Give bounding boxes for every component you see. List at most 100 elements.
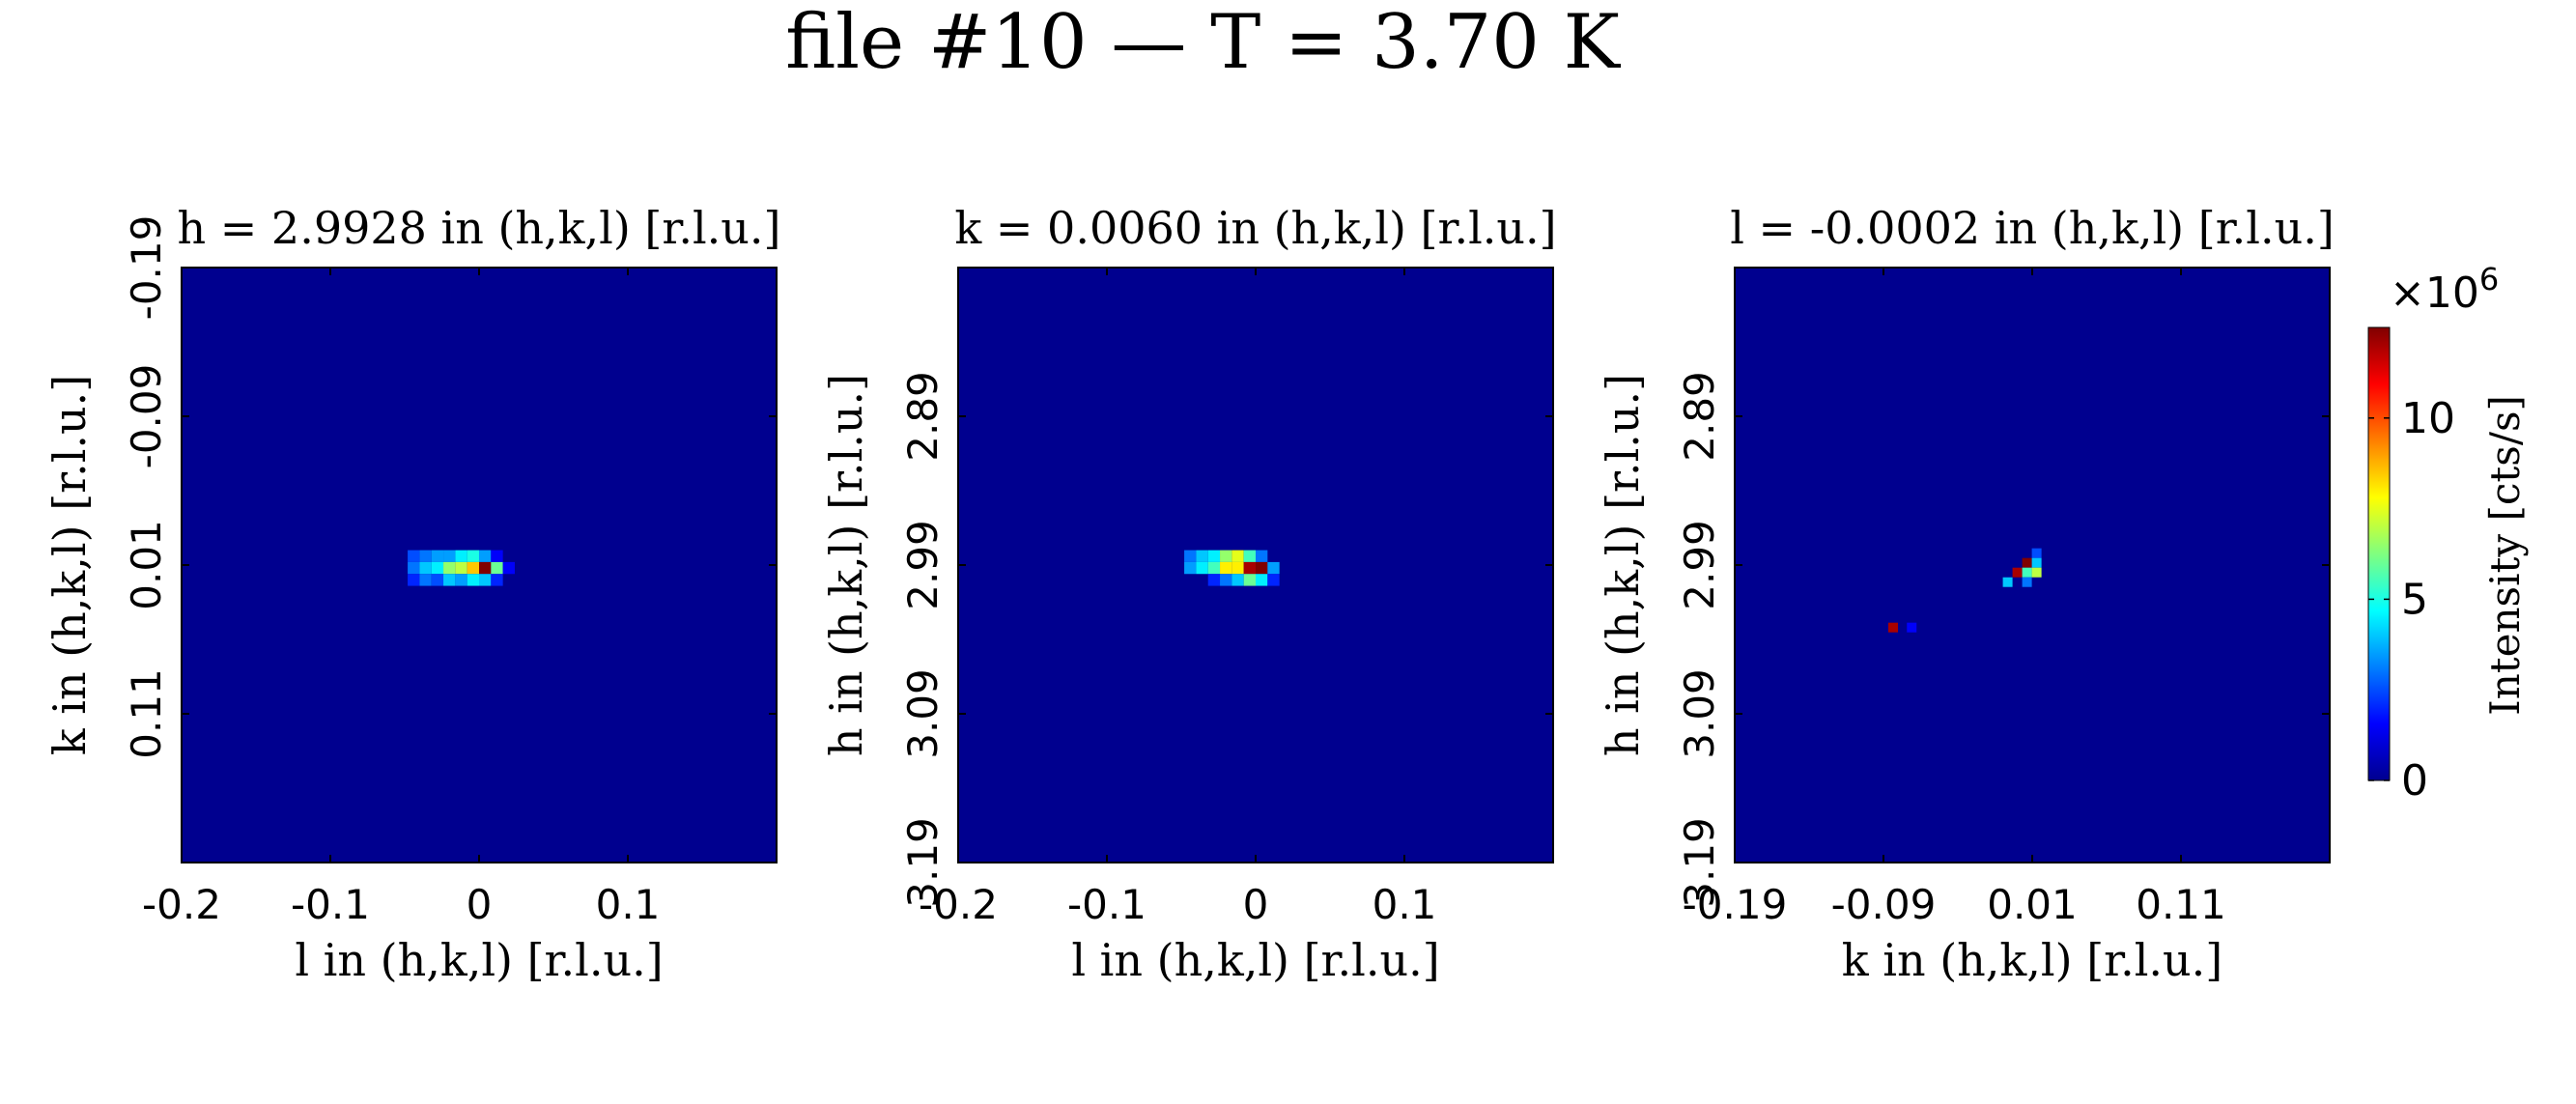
colorbar-tick-label: 5 [2401, 575, 2428, 624]
heatmap-cell [443, 561, 456, 575]
panel-2: k = 0.0060 in (h,k,l) [r.l.u.] -0.2 -0.1 0… [820, 202, 1557, 986]
heatmap-cell [491, 574, 503, 586]
panel-3: l = -0.0002 in (h,k,l) [r.l.u.] -0.19 -0.… [1597, 202, 2335, 986]
x-tick-label: -0.1 [291, 881, 370, 928]
heatmap-cell [443, 574, 456, 586]
colorbar-multiplier-exp: 6 [2479, 261, 2499, 297]
heatmap-cell [1267, 561, 1280, 575]
y-tick-label: 3.09 [1676, 668, 1723, 759]
heatmap-cell [2022, 567, 2032, 578]
panel-1-y-ticks: -0.19 -0.09 0.01 0.11 [123, 215, 777, 759]
heatmap-cell [467, 561, 479, 575]
panel-3-title: l = -0.0002 in (h,k,l) [r.l.u.] [1730, 202, 2335, 254]
colorbar-gradient [2367, 326, 2391, 781]
heatmap-cell [1184, 550, 1197, 562]
heatmap-cell [1256, 561, 1268, 575]
colorbar: 0 5 10 ×106 Intensity [cts/s] [2367, 261, 2529, 806]
panel-3-cells [1888, 548, 2042, 633]
y-tick-label: 2.99 [1676, 520, 1723, 610]
heatmap-cell [502, 561, 515, 575]
heatmap-cell [467, 550, 479, 562]
heatmap-cell [1231, 574, 1244, 586]
panel-1-title: h = 2.9928 in (h,k,l) [r.l.u.] [178, 202, 781, 254]
panel-3-ylabel: h in (h,k,l) [r.l.u.] [1597, 374, 1649, 756]
colorbar-multiplier-base: ×10 [2390, 269, 2479, 318]
heatmap-cell [455, 561, 467, 575]
heatmap-cell [2022, 557, 2032, 568]
heatmap-cell [443, 550, 456, 562]
heatmap-cell [419, 574, 432, 586]
x-tick-label: -0.1 [1067, 881, 1146, 928]
x-tick-label: 0.1 [596, 881, 661, 928]
heatmap-cell [408, 574, 420, 586]
panel-1-ylabel: k in (h,k,l) [r.l.u.] [43, 375, 96, 755]
heatmap-cell [1207, 574, 1221, 586]
heatmap-cell [2031, 557, 2042, 568]
heatmap-cell [1243, 550, 1256, 562]
heatmap-cell [1220, 574, 1232, 586]
heatmap-cell [1256, 574, 1268, 586]
panel-3-x-ticks: -0.19 -0.09 0.01 0.11 [1683, 268, 2226, 928]
heatmap-cell [455, 574, 467, 586]
heatmap-cell [431, 550, 444, 562]
x-tick-label: 0.1 [1373, 881, 1437, 928]
y-tick-label: 2.89 [1676, 371, 1723, 462]
heatmap-cell [491, 561, 503, 575]
y-tick-label: 3.09 [899, 668, 947, 759]
panel-2-ylabel: h in (h,k,l) [r.l.u.] [820, 374, 872, 756]
heatmap-cell [1888, 622, 1899, 633]
y-tick-label: 0.11 [123, 668, 170, 759]
y-tick-label: -0.09 [123, 364, 170, 469]
x-tick-label: -0.19 [1683, 881, 1788, 928]
colorbar-tick-label: 10 [2401, 394, 2455, 443]
panel-3-y-ticks: 2.89 2.99 3.09 3.19 [1676, 371, 2330, 908]
panel-2-title: k = 0.0060 in (h,k,l) [r.l.u.] [954, 202, 1556, 254]
heatmap-cell [1267, 574, 1280, 586]
heatmap-cell [2012, 567, 2023, 578]
heatmap-cell [431, 574, 444, 586]
heatmap-cell [1207, 550, 1221, 562]
x-tick-label: 0 [1243, 881, 1269, 928]
heatmap-cell [1231, 561, 1244, 575]
heatmap-cell [408, 561, 420, 575]
y-tick-label: -0.19 [123, 215, 170, 321]
heatmap-cell [1243, 561, 1256, 575]
y-tick-label: 0.01 [123, 520, 170, 610]
heatmap-cell [1243, 574, 1256, 586]
colorbar-multiplier: ×106 [2390, 261, 2499, 318]
colorbar-ticks: 0 5 10 [2368, 394, 2455, 806]
panel-1-xlabel: l in (h,k,l) [r.l.u.] [295, 934, 663, 986]
y-tick-label: 2.99 [899, 520, 947, 610]
x-tick-label: -0.2 [919, 881, 998, 928]
heatmap-cell [2031, 548, 2042, 558]
heatmap-cell [1207, 561, 1221, 575]
heatmap-cell [1907, 622, 1917, 633]
panel-2-y-ticks: 2.89 2.99 3.09 3.19 [899, 371, 1553, 908]
panel-1-cells [408, 550, 515, 586]
heatmap-cell [467, 574, 479, 586]
panel-2-xlabel: l in (h,k,l) [r.l.u.] [1071, 934, 1439, 986]
heatmap-cell [479, 561, 492, 575]
x-tick-label: 0.01 [1987, 881, 2078, 928]
heatmap-cell [2002, 577, 2013, 587]
heatmap-cell [491, 550, 503, 562]
panel-2-x-ticks: -0.2 -0.1 0 0.1 [919, 268, 1436, 928]
heatmap-cell [2031, 567, 2042, 578]
heatmap-cell [1256, 550, 1268, 562]
y-tick-label: 3.19 [899, 817, 947, 908]
heatmap-cell [1220, 561, 1232, 575]
heatmap-cell [1184, 561, 1197, 575]
heatmap-cell [419, 561, 432, 575]
heatmap-cell [2022, 577, 2032, 587]
y-tick-label: 2.89 [899, 371, 947, 462]
heatmap-cell [479, 550, 492, 562]
heatmap-cell [419, 550, 432, 562]
colorbar-label: Intensity [cts/s] [2481, 395, 2529, 716]
heatmap-cell [408, 550, 420, 562]
x-tick-label: 0.11 [2136, 881, 2226, 928]
heatmap-cell [1196, 550, 1208, 562]
x-tick-label: 0 [467, 881, 493, 928]
x-tick-label: -0.2 [142, 881, 221, 928]
heatmap-cell [1220, 550, 1232, 562]
heatmap-cell [431, 561, 444, 575]
